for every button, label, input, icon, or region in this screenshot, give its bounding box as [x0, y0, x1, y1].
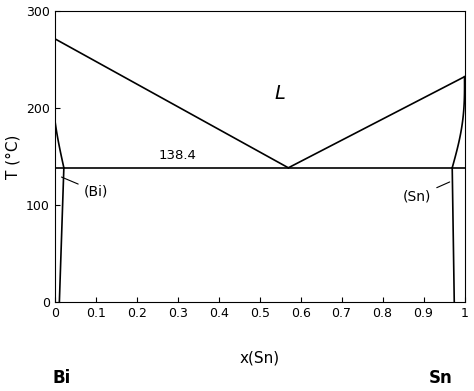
Text: L: L	[275, 84, 286, 103]
Y-axis label: T (°C): T (°C)	[6, 135, 20, 179]
Text: (Bi): (Bi)	[62, 177, 108, 199]
Text: (Sn): (Sn)	[403, 182, 450, 203]
Text: 138.4: 138.4	[159, 149, 197, 162]
Text: Sn: Sn	[429, 369, 453, 387]
X-axis label: x(Sn): x(Sn)	[240, 351, 280, 366]
Text: Bi: Bi	[53, 369, 71, 387]
